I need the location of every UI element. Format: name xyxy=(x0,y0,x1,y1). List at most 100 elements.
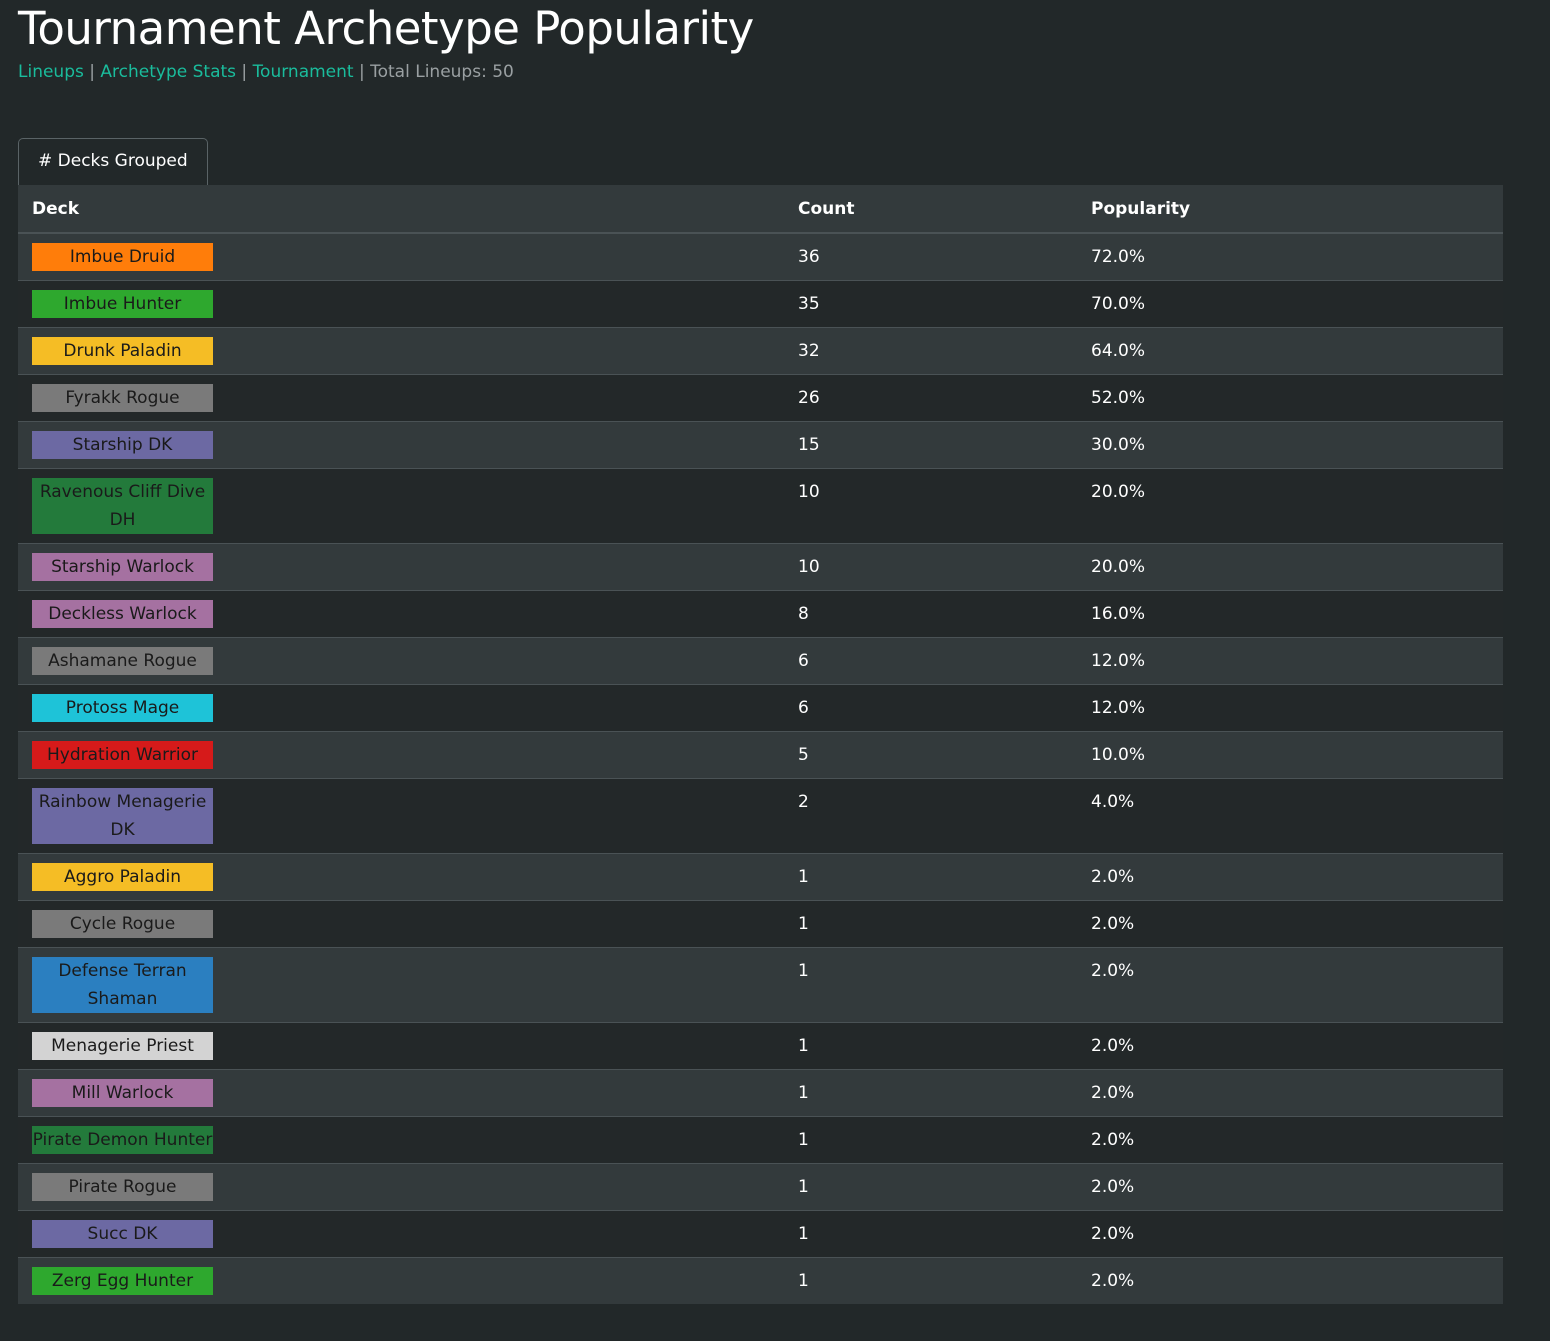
table-row: Hydration Warrior 5 10.0% xyxy=(18,731,1503,779)
table-row: Fyrakk Rogue 26 52.0% xyxy=(18,374,1503,422)
popularity-cell: 2.0% xyxy=(1077,1069,1503,1117)
count-cell: 5 xyxy=(784,731,1077,779)
count-cell: 1 xyxy=(784,947,1077,1023)
archetype-table: Deck Count Popularity Imbue Druid 36 72.0%… xyxy=(18,185,1503,1304)
count-cell: 1 xyxy=(784,853,1077,901)
deck-badge[interactable]: Pirate Rogue xyxy=(32,1173,213,1201)
deck-badge[interactable]: Starship Warlock xyxy=(32,553,213,581)
count-cell: 1 xyxy=(784,1069,1077,1117)
deck-cell: Imbue Hunter xyxy=(18,280,784,328)
count-cell: 35 xyxy=(784,280,1077,328)
table-row: Zerg Egg Hunter 1 2.0% xyxy=(18,1257,1503,1304)
nav-separator: | xyxy=(241,62,248,82)
nav-separator: | xyxy=(358,62,365,82)
popularity-cell: 10.0% xyxy=(1077,731,1503,779)
table-row: Ravenous Cliff Dive DH 10 20.0% xyxy=(18,468,1503,544)
deck-badge[interactable]: Starship DK xyxy=(32,431,213,459)
deck-cell: Drunk Paladin xyxy=(18,327,784,375)
deck-cell: Menagerie Priest xyxy=(18,1022,784,1070)
deck-badge[interactable]: Ravenous Cliff Dive DH xyxy=(32,478,213,534)
deck-badge[interactable]: Hydration Warrior xyxy=(32,741,213,769)
total-lineups: Total Lineups: 50 xyxy=(370,62,514,82)
table-row: Starship DK 15 30.0% xyxy=(18,421,1503,469)
deck-badge[interactable]: Aggro Paladin xyxy=(32,863,213,891)
header-count[interactable]: Count xyxy=(784,185,1077,234)
count-cell: 10 xyxy=(784,543,1077,591)
deck-cell: Ashamane Rogue xyxy=(18,637,784,685)
deck-badge[interactable]: Protoss Mage xyxy=(32,694,213,722)
table-row: Pirate Rogue 1 2.0% xyxy=(18,1163,1503,1211)
count-cell: 1 xyxy=(784,1257,1077,1304)
count-cell: 26 xyxy=(784,374,1077,422)
count-cell: 1 xyxy=(784,1022,1077,1070)
popularity-cell: 72.0% xyxy=(1077,232,1503,281)
count-cell: 1 xyxy=(784,1163,1077,1211)
count-cell: 1 xyxy=(784,1116,1077,1164)
deck-cell: Pirate Demon Hunter xyxy=(18,1116,784,1164)
count-cell: 36 xyxy=(784,232,1077,281)
popularity-cell: 16.0% xyxy=(1077,590,1503,638)
deck-cell: Cycle Rogue xyxy=(18,900,784,948)
table-row: Pirate Demon Hunter 1 2.0% xyxy=(18,1116,1503,1164)
deck-cell: Succ DK xyxy=(18,1210,784,1258)
deck-cell: Imbue Druid xyxy=(18,232,784,281)
deck-cell: Defense Terran Shaman xyxy=(18,947,784,1023)
count-cell: 32 xyxy=(784,327,1077,375)
table-row: Rainbow Menagerie DK 2 4.0% xyxy=(18,778,1503,854)
tab-decks-grouped[interactable]: # Decks Grouped xyxy=(18,138,208,185)
count-cell: 6 xyxy=(784,684,1077,732)
count-cell: 8 xyxy=(784,590,1077,638)
table-row: Mill Warlock 1 2.0% xyxy=(18,1069,1503,1117)
deck-badge[interactable]: Defense Terran Shaman xyxy=(32,957,213,1013)
tournament-link[interactable]: Tournament xyxy=(252,62,354,82)
deck-badge[interactable]: Cycle Rogue xyxy=(32,910,213,938)
deck-badge[interactable]: Imbue Druid xyxy=(32,243,213,271)
deck-cell: Zerg Egg Hunter xyxy=(18,1257,784,1304)
subnav: Lineups | Archetype Stats | Tournament |… xyxy=(18,60,1550,84)
page-title: Tournament Archetype Popularity xyxy=(18,2,754,55)
archetype-stats-link[interactable]: Archetype Stats xyxy=(100,62,237,82)
deck-badge[interactable]: Imbue Hunter xyxy=(32,290,213,318)
table-row: Menagerie Priest 1 2.0% xyxy=(18,1022,1503,1070)
popularity-cell: 12.0% xyxy=(1077,637,1503,685)
popularity-cell: 2.0% xyxy=(1077,900,1503,948)
count-cell: 10 xyxy=(784,468,1077,544)
deck-badge[interactable]: Succ DK xyxy=(32,1220,213,1248)
lineups-link[interactable]: Lineups xyxy=(18,62,84,82)
count-cell: 1 xyxy=(784,1210,1077,1258)
deck-badge[interactable]: Menagerie Priest xyxy=(32,1032,213,1060)
popularity-cell: 2.0% xyxy=(1077,1163,1503,1211)
nav-separator: | xyxy=(89,62,95,82)
deck-cell: Starship Warlock xyxy=(18,543,784,591)
deck-cell: Fyrakk Rogue xyxy=(18,374,784,422)
table-row: Ashamane Rogue 6 12.0% xyxy=(18,637,1503,685)
table-row: Cycle Rogue 1 2.0% xyxy=(18,900,1503,948)
table-row: Deckless Warlock 8 16.0% xyxy=(18,590,1503,638)
deck-badge[interactable]: Rainbow Menagerie DK xyxy=(32,788,213,844)
deck-badge[interactable]: Mill Warlock xyxy=(32,1079,213,1107)
popularity-cell: 4.0% xyxy=(1077,778,1503,854)
deck-cell: Protoss Mage xyxy=(18,684,784,732)
deck-badge[interactable]: Zerg Egg Hunter xyxy=(32,1267,213,1295)
popularity-cell: 64.0% xyxy=(1077,327,1503,375)
deck-cell: Aggro Paladin xyxy=(18,853,784,901)
deck-badge[interactable]: Deckless Warlock xyxy=(32,600,213,628)
deck-badge[interactable]: Fyrakk Rogue xyxy=(32,384,213,412)
table-row: Succ DK 1 2.0% xyxy=(18,1210,1503,1258)
popularity-cell: 2.0% xyxy=(1077,947,1503,1023)
table-row: Imbue Hunter 35 70.0% xyxy=(18,280,1503,328)
tab-bar: # Decks Grouped xyxy=(18,138,208,185)
count-cell: 2 xyxy=(784,778,1077,854)
popularity-cell: 2.0% xyxy=(1077,1210,1503,1258)
popularity-cell: 2.0% xyxy=(1077,1022,1503,1070)
popularity-cell: 20.0% xyxy=(1077,543,1503,591)
table-body: Imbue Druid 36 72.0% Imbue Hunter 35 70.0% Dru… xyxy=(18,232,1503,1304)
table-row: Imbue Druid 36 72.0% xyxy=(18,232,1503,281)
deck-badge[interactable]: Ashamane Rogue xyxy=(32,647,213,675)
deck-badge[interactable]: Drunk Paladin xyxy=(32,337,213,365)
count-cell: 6 xyxy=(784,637,1077,685)
header-popularity[interactable]: Popularity xyxy=(1077,185,1503,234)
deck-badge[interactable]: Pirate Demon Hunter xyxy=(32,1126,213,1154)
header-deck[interactable]: Deck xyxy=(18,185,784,234)
